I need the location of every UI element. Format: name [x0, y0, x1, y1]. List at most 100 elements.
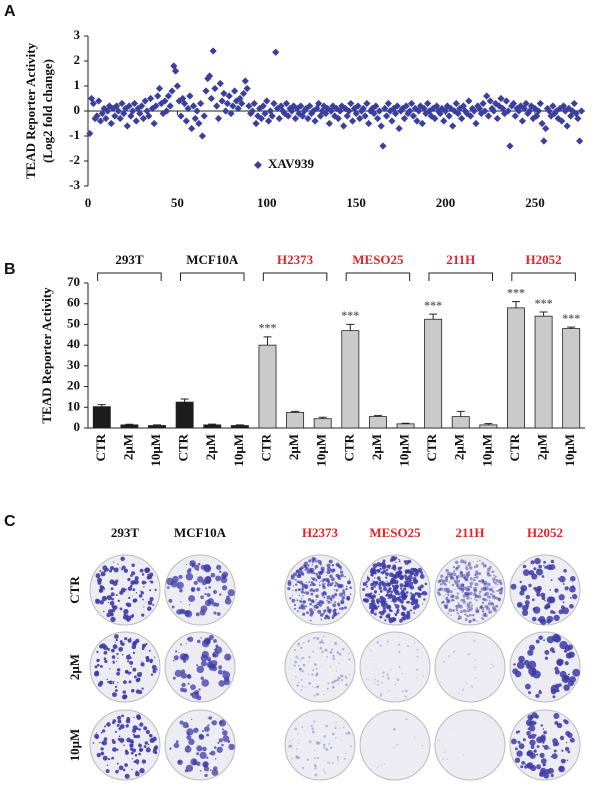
point — [511, 112, 519, 120]
colony — [444, 661, 446, 664]
error-bar — [401, 422, 410, 424]
colony — [444, 576, 449, 580]
colony — [388, 587, 391, 590]
colony — [314, 557, 317, 560]
colony — [315, 667, 318, 670]
x-tick-label: 150 — [346, 195, 366, 210]
point — [416, 102, 425, 110]
colony — [316, 672, 319, 676]
colony — [311, 673, 314, 676]
point — [374, 114, 382, 123]
colony — [320, 618, 323, 621]
colony — [444, 583, 447, 586]
colony — [406, 578, 412, 584]
colony — [288, 667, 290, 669]
colony — [102, 610, 105, 613]
colony — [510, 583, 517, 590]
colony — [535, 639, 540, 644]
point — [284, 112, 292, 120]
colony — [524, 600, 530, 606]
point — [400, 114, 409, 123]
point — [230, 87, 239, 95]
colony — [197, 639, 201, 644]
colony — [152, 749, 157, 754]
colony — [299, 600, 301, 602]
colony — [536, 753, 539, 756]
colony — [119, 640, 123, 643]
colony — [365, 583, 368, 586]
colony — [293, 607, 297, 610]
colony — [534, 557, 541, 565]
bar — [175, 401, 194, 429]
point — [549, 102, 557, 110]
colony — [331, 582, 334, 584]
point — [123, 122, 131, 130]
colony — [466, 602, 471, 607]
colony — [473, 597, 476, 600]
colony — [213, 589, 218, 595]
point — [173, 82, 181, 90]
colony — [542, 728, 545, 730]
colony — [518, 655, 525, 663]
colony — [467, 570, 470, 574]
y-tick-label: 0 — [74, 102, 81, 117]
column-label: 211H — [456, 525, 485, 540]
colony — [180, 601, 182, 603]
colony — [471, 686, 474, 688]
colony — [414, 642, 416, 644]
colony — [127, 671, 131, 675]
point — [329, 102, 337, 110]
colony — [138, 725, 140, 727]
colony — [291, 739, 294, 741]
colony — [486, 606, 490, 611]
colony — [294, 649, 297, 652]
colony — [542, 763, 545, 767]
colony — [410, 592, 412, 594]
colony — [100, 731, 103, 734]
colony — [567, 673, 570, 676]
colony — [563, 675, 570, 681]
point — [488, 104, 496, 113]
colony — [334, 601, 337, 604]
colony — [516, 661, 525, 669]
y-tick-label: 3 — [74, 27, 81, 42]
colony — [340, 674, 344, 678]
point — [517, 102, 525, 110]
colony — [126, 737, 131, 743]
colony — [456, 612, 459, 615]
point — [114, 107, 122, 115]
colony — [380, 599, 386, 605]
colony — [297, 733, 299, 735]
colony — [115, 769, 119, 774]
colony — [141, 661, 143, 663]
colony — [496, 606, 498, 608]
colony — [117, 719, 122, 724]
colony — [399, 587, 403, 590]
colony — [318, 641, 322, 644]
colony — [456, 580, 458, 582]
colony — [220, 576, 228, 584]
point — [381, 104, 389, 113]
point — [109, 104, 117, 113]
colony — [289, 597, 292, 600]
colony — [143, 586, 145, 588]
colony — [326, 687, 329, 690]
colony — [447, 655, 451, 658]
colony — [134, 759, 140, 764]
colony — [455, 575, 459, 579]
colony — [320, 639, 323, 641]
colony — [109, 600, 115, 606]
colony — [480, 617, 483, 619]
colony — [207, 597, 215, 605]
plate — [434, 631, 506, 703]
point — [449, 122, 457, 130]
colony — [457, 692, 460, 695]
point — [368, 104, 376, 113]
point — [289, 102, 298, 110]
colony — [465, 566, 467, 568]
point — [493, 114, 501, 123]
colony — [494, 575, 497, 578]
colony — [525, 594, 531, 600]
colony — [316, 559, 319, 562]
error-bar — [125, 423, 134, 425]
